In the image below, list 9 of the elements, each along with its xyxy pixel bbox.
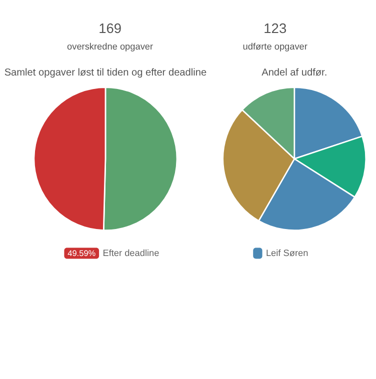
data-label: 49.59% [68, 249, 96, 258]
chart-title: Samlet opgaver løst til tiden og efter deadline [4, 67, 207, 78]
legend-label: Efter deadline [102, 248, 160, 258]
text: 169 [98, 21, 122, 36]
text: 123 [264, 21, 287, 36]
chart-title: Andel af udfør. [262, 67, 328, 78]
text: udførte opgaver [242, 42, 308, 52]
text: overskredne opgaver [67, 42, 154, 52]
legend-label: Leif Søren [266, 248, 308, 258]
